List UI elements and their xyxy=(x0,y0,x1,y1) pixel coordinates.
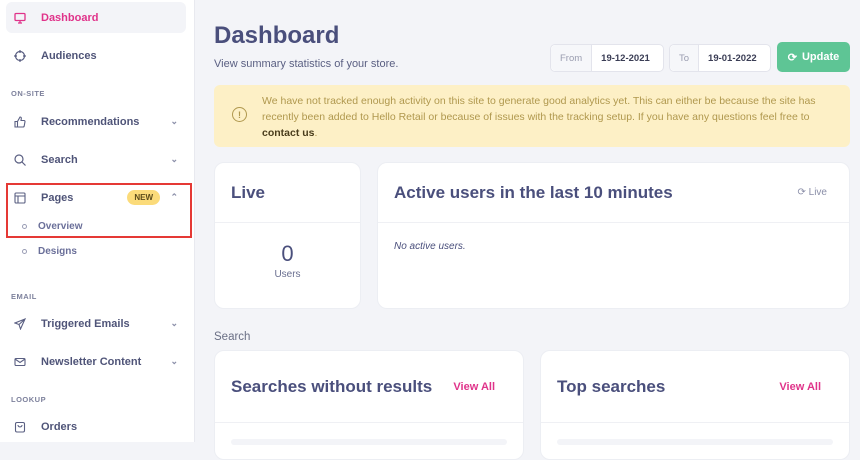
warning-icon: ! xyxy=(232,107,247,122)
chevron-down-icon[interactable]: ⌄ xyxy=(170,154,178,164)
empty-state: No active users. xyxy=(394,241,466,252)
card-title: Searches without results xyxy=(231,376,433,396)
sidebar: Dashboard Audiences ON-SITE Recommendati… xyxy=(0,0,195,442)
refresh-icon: ⟳ xyxy=(797,187,806,198)
sidebar-item-pages[interactable]: Pages NEW ⌃ xyxy=(6,182,186,213)
card-title: Top searches xyxy=(557,376,666,396)
sidebar-item-orders[interactable]: Orders xyxy=(6,411,186,442)
search-section-title: Search xyxy=(214,331,251,343)
sidebar-subitem-designs[interactable]: Designs xyxy=(22,246,77,257)
bag-icon xyxy=(14,421,26,433)
live-card: Live 0 Users xyxy=(214,162,361,309)
live-title: Live xyxy=(215,163,360,223)
top-searches-card: Top searches View All xyxy=(540,350,850,460)
sidebar-item-recommendations[interactable]: Recommendations ⌄ xyxy=(6,106,186,137)
target-icon xyxy=(14,49,26,62)
chevron-up-icon[interactable]: ⌃ xyxy=(170,192,178,202)
sidebar-item-audiences[interactable]: Audiences xyxy=(6,40,186,71)
sidebar-item-newsletter-content[interactable]: Newsletter Content ⌄ xyxy=(6,346,186,377)
active-users-title: Active users in the last 10 minutes xyxy=(394,182,673,202)
from-date-field[interactable]: From 19-12-2021 xyxy=(550,44,664,72)
update-button[interactable]: ⟳ Update xyxy=(777,42,850,72)
page-subtitle: View summary statistics of your store. xyxy=(214,58,399,70)
sidebar-item-dashboard[interactable]: Dashboard xyxy=(6,2,186,33)
section-label: LOOKUP xyxy=(11,395,47,404)
sidebar-item-triggered-emails[interactable]: Triggered Emails ⌄ xyxy=(6,308,186,339)
live-count: 0 xyxy=(281,241,294,266)
highlight-box xyxy=(6,183,192,238)
thumbs-up-icon xyxy=(14,115,26,128)
mail-icon xyxy=(14,356,26,368)
placeholder-bar xyxy=(557,439,833,445)
layout-icon xyxy=(14,191,26,204)
live-unit: Users xyxy=(274,269,301,280)
searches-without-results-card: Searches without results View All xyxy=(214,350,524,460)
bullet-icon xyxy=(22,249,27,254)
bullet-icon xyxy=(22,224,27,229)
sidebar-item-search[interactable]: Search ⌄ xyxy=(6,144,186,175)
placeholder-bar xyxy=(231,439,507,445)
to-date-field[interactable]: To 19-01-2022 xyxy=(669,44,771,72)
send-icon xyxy=(14,317,26,330)
chevron-down-icon[interactable]: ⌄ xyxy=(170,356,178,366)
view-all-link[interactable]: View All xyxy=(779,380,821,393)
monitor-icon xyxy=(14,12,26,24)
refresh-icon: ⟳ xyxy=(787,51,797,64)
new-badge: NEW xyxy=(127,190,160,205)
section-label: EMAIL xyxy=(11,292,37,301)
section-label: ON-SITE xyxy=(11,89,45,98)
live-toggle[interactable]: ⟳ Live xyxy=(797,187,827,198)
sidebar-subitem-overview[interactable]: Overview xyxy=(22,221,82,232)
chevron-down-icon[interactable]: ⌄ xyxy=(170,116,178,126)
contact-us-link[interactable]: contact us xyxy=(262,127,315,139)
analytics-warning: ! We have not tracked enough activity on… xyxy=(214,85,850,147)
page-title: Dashboard xyxy=(214,22,340,49)
search-icon xyxy=(14,153,26,166)
active-users-card: Active users in the last 10 minutes ⟳ Li… xyxy=(377,162,850,309)
chevron-down-icon[interactable]: ⌄ xyxy=(170,318,178,328)
view-all-link[interactable]: View All xyxy=(453,380,495,393)
